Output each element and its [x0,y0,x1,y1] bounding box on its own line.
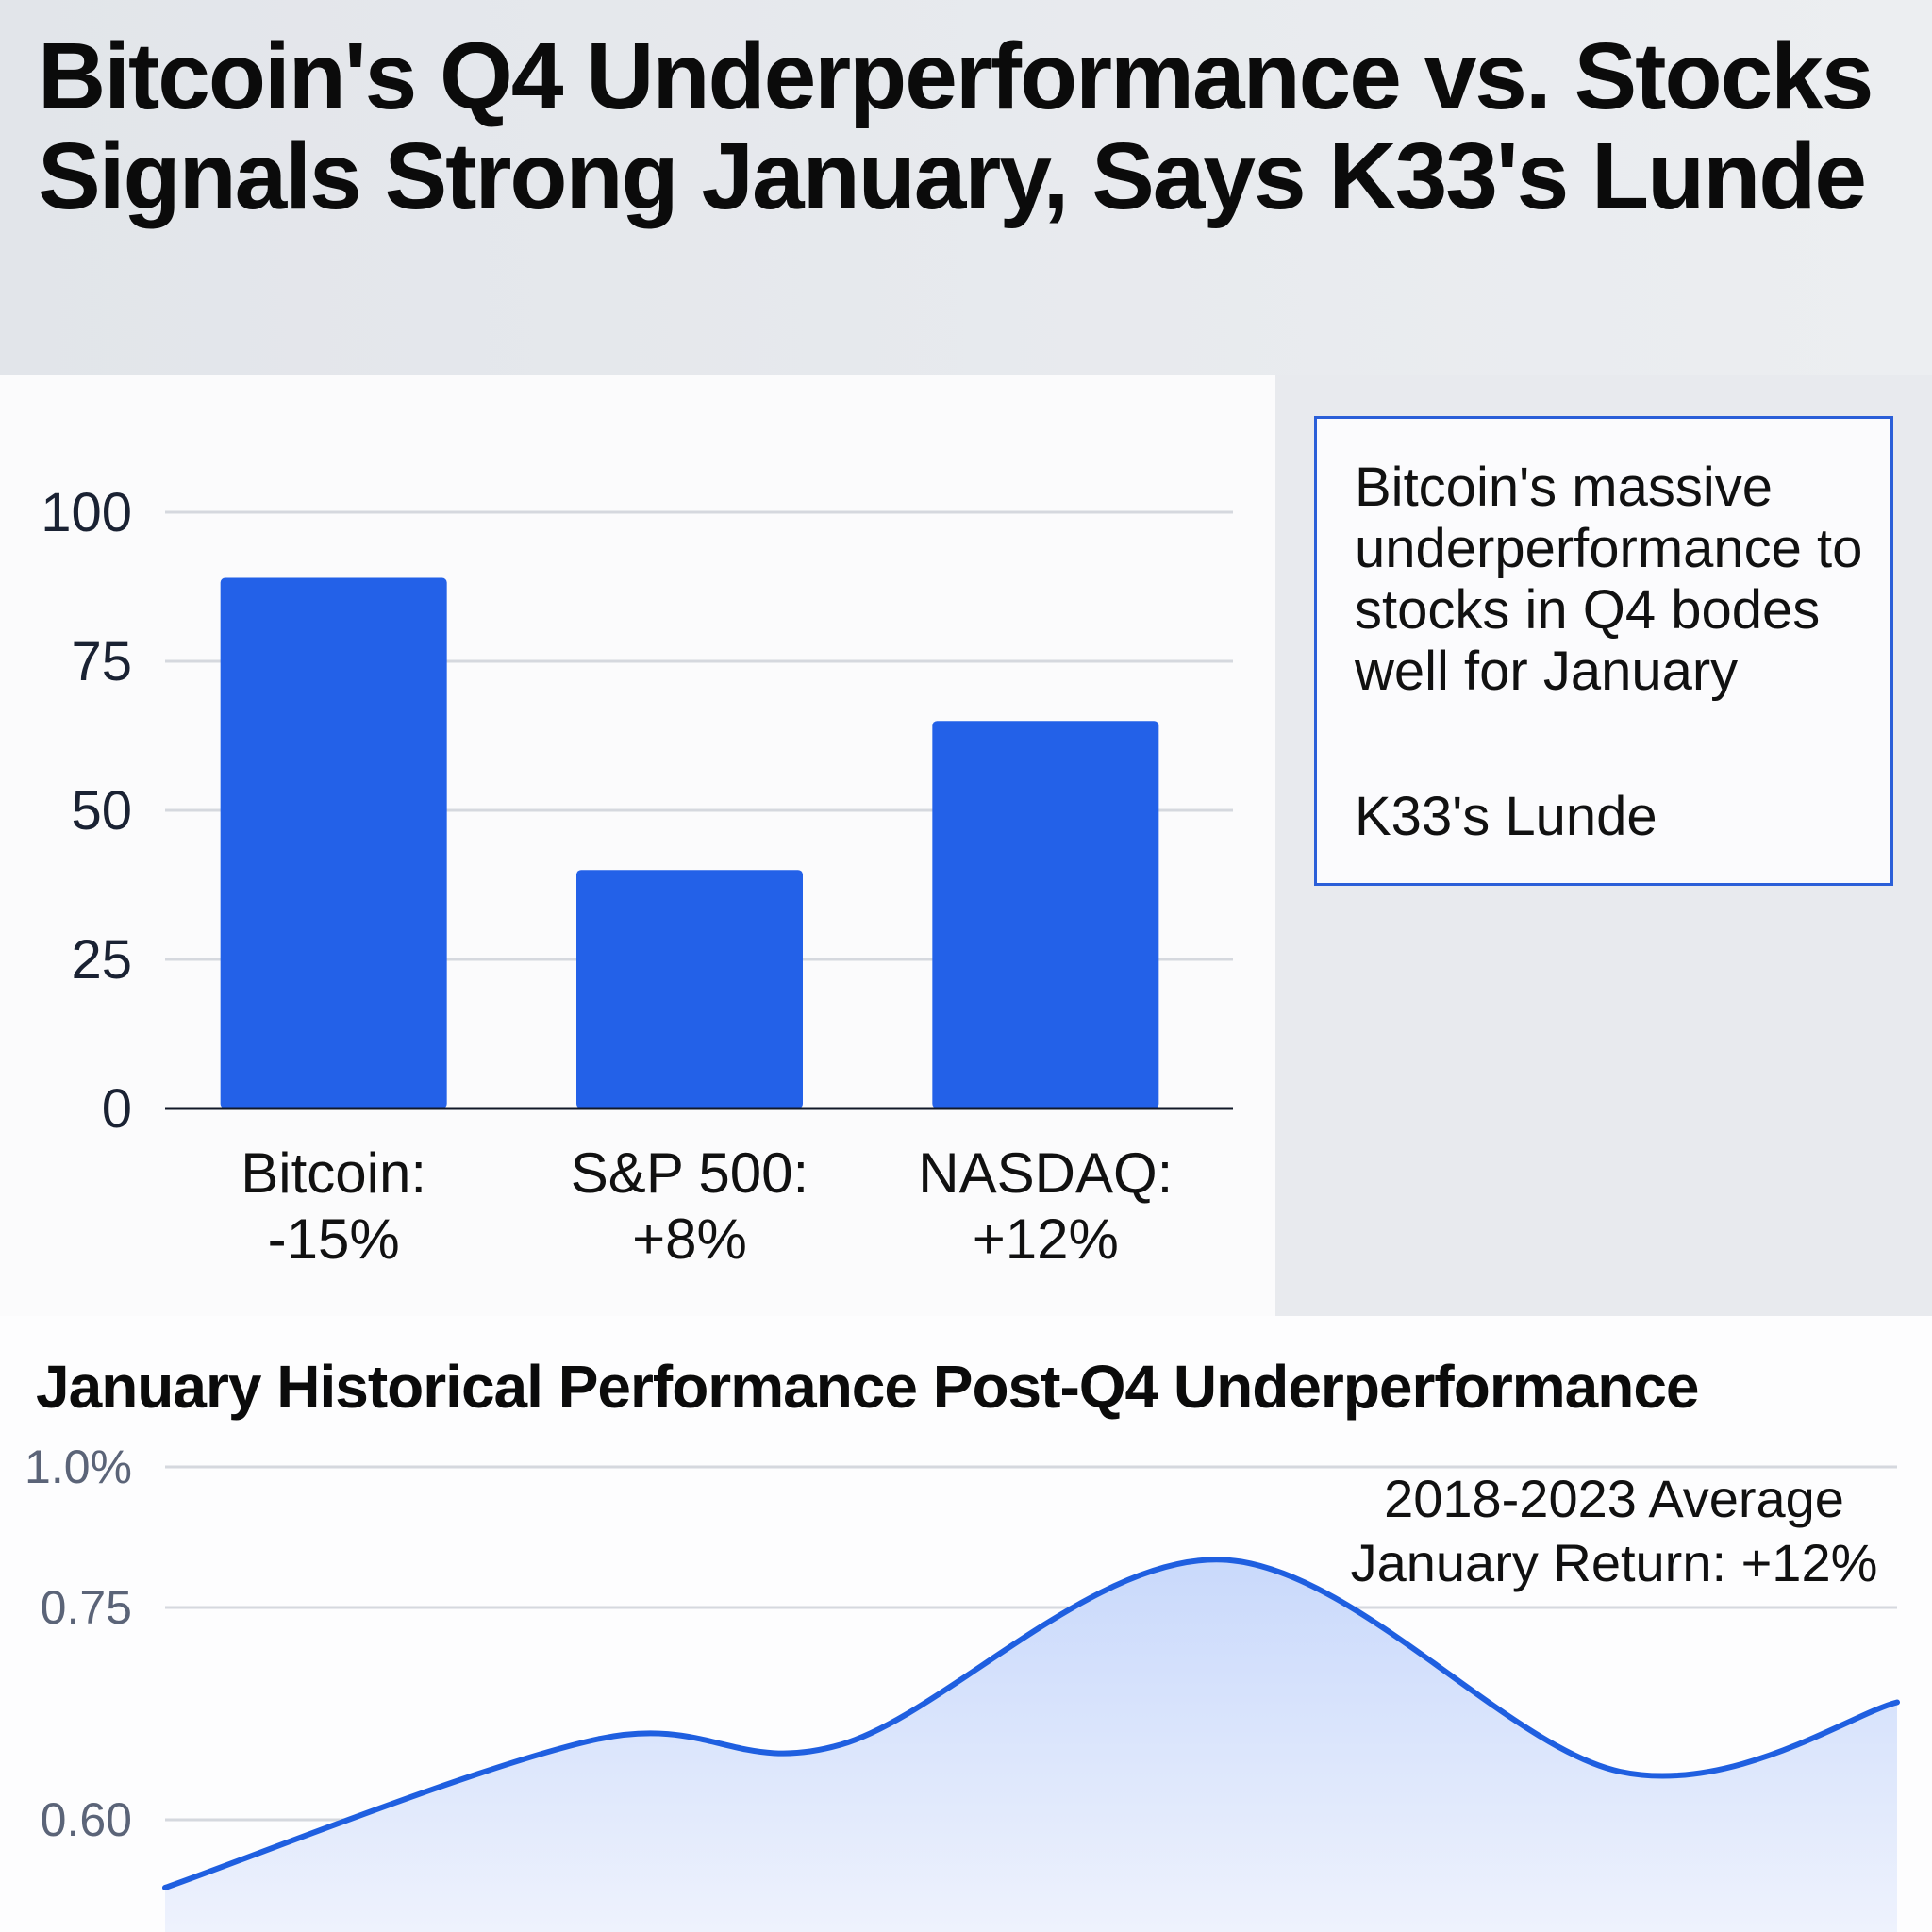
bar-chart-panel: 0 25 50 75 100 Bitcoin: -15% S&P 500: +8% NASDAQ:… [0,375,1275,1316]
line-chart-panel: January Historical Performance Post-Q4 U… [0,1316,1932,1932]
series-line [162,1557,1900,1890]
annotation-text: January Return: +12% [1351,1533,1878,1592]
bar-1 [576,870,803,1108]
page-title: Bitcoin's Q4 Underperformance vs. Stocks… [38,24,1874,229]
y-tick-label: 100 [41,482,132,543]
x-tick-label: NASDAQ: [918,1141,1173,1205]
y-tick-label: 75 [71,631,132,692]
x-tick-label: S&P 500: [571,1141,808,1205]
quote-attribution: K33's Lunde [1355,786,1657,847]
x-tick-label: +12% [973,1208,1119,1271]
line-chart-title: January Historical Performance Post-Q4 U… [36,1353,1699,1421]
quote-text: Bitcoin's massive underperformance to st… [1355,457,1863,702]
y-tick-label: 0.75 [41,1581,132,1634]
y-tick-label: 0 [102,1078,132,1140]
y-tick-label: 1.0% [25,1441,132,1493]
area-fill [165,1559,1897,1932]
header: Bitcoin's Q4 Underperformance vs. Stocks… [0,0,1932,375]
x-tick-label: Bitcoin: [241,1141,426,1205]
y-tick-label: 25 [71,929,132,991]
bar-2 [932,721,1159,1108]
quote-box: Bitcoin's massive underperformance to st… [1314,416,1893,886]
y-tick-label: 0.60 [41,1793,132,1846]
bar-chart: 0 25 50 75 100 Bitcoin:-15% S&P 500:+8% NASDAQ:… [41,482,1233,1271]
bar-0 [220,577,447,1108]
x-tick-label: -15% [268,1208,400,1271]
x-tick-label: +8% [632,1208,747,1271]
annotation-text: 2018-2023 Average [1384,1469,1844,1528]
y-tick-label: 50 [71,780,132,841]
